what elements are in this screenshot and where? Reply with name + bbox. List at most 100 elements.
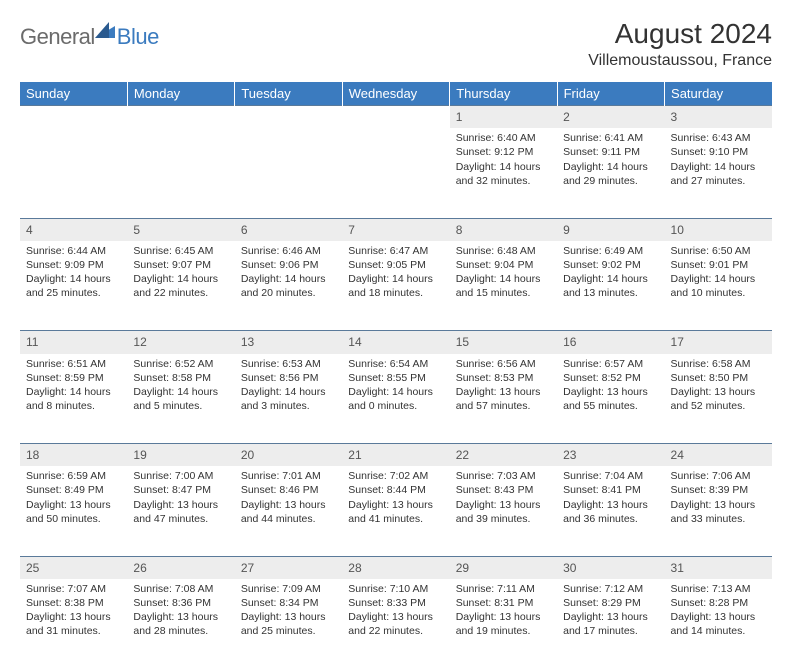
day-number: 19 — [127, 444, 234, 467]
sunset-line: Sunset: 8:52 PM — [563, 371, 658, 385]
daylight-line: Daylight: 13 hours and 33 minutes. — [671, 498, 766, 526]
day-number: 27 — [235, 556, 342, 579]
day-number: 4 — [20, 218, 127, 241]
day-number: 22 — [450, 444, 557, 467]
sunrise-line: Sunrise: 6:44 AM — [26, 244, 121, 258]
day-cell: Sunrise: 6:50 AMSunset: 9:01 PMDaylight:… — [665, 241, 772, 331]
sunset-line: Sunset: 9:06 PM — [241, 258, 336, 272]
sunrise-line: Sunrise: 6:43 AM — [671, 131, 766, 145]
day-cell: Sunrise: 7:03 AMSunset: 8:43 PMDaylight:… — [450, 466, 557, 556]
sunrise-line: Sunrise: 6:48 AM — [456, 244, 551, 258]
sunset-line: Sunset: 8:47 PM — [133, 483, 228, 497]
day-number: 11 — [20, 331, 127, 354]
sunrise-line: Sunrise: 7:13 AM — [671, 582, 766, 596]
day-cell: Sunrise: 6:43 AMSunset: 9:10 PMDaylight:… — [665, 128, 772, 218]
sunrise-line: Sunrise: 7:06 AM — [671, 469, 766, 483]
day-cell: Sunrise: 6:46 AMSunset: 9:06 PMDaylight:… — [235, 241, 342, 331]
sunset-line: Sunset: 9:10 PM — [671, 145, 766, 159]
day-cell: Sunrise: 6:47 AMSunset: 9:05 PMDaylight:… — [342, 241, 449, 331]
day-number-row: 25262728293031 — [20, 556, 772, 579]
day-content-row: Sunrise: 7:07 AMSunset: 8:38 PM Daylight:… — [20, 579, 772, 669]
location: Villemoustaussou, France — [588, 52, 772, 70]
daylight-line: Daylight: 14 hours and 5 minutes. — [133, 385, 228, 413]
sunset-line: Sunset: 9:11 PM — [563, 145, 658, 159]
daylight-line: Daylight: 14 hours and 29 minutes. — [563, 160, 658, 188]
sunrise-line: Sunrise: 7:02 AM — [348, 469, 443, 483]
day-number: 28 — [342, 556, 449, 579]
day-number: 12 — [127, 331, 234, 354]
day-number: 5 — [127, 218, 234, 241]
day-cell: Sunrise: 6:52 AMSunset: 8:58 PMDaylight:… — [127, 354, 234, 444]
day-number: 20 — [235, 444, 342, 467]
sunrise-line: Sunrise: 6:54 AM — [348, 357, 443, 371]
day-number: 24 — [665, 444, 772, 467]
day-number: 6 — [235, 218, 342, 241]
day-number: 26 — [127, 556, 234, 579]
sunset-line: Sunset: 8:44 PM — [348, 483, 443, 497]
weekday-header: Monday — [127, 82, 234, 106]
day-number — [20, 106, 127, 129]
day-number: 8 — [450, 218, 557, 241]
day-number: 2 — [557, 106, 664, 129]
day-number-row: 18192021222324 — [20, 444, 772, 467]
sunset-line: Sunset: 8:38 PM — [26, 596, 121, 610]
day-cell: Sunrise: 7:07 AMSunset: 8:38 PMDaylight:… — [20, 579, 127, 669]
day-number: 13 — [235, 331, 342, 354]
sunset-line: Sunset: 8:28 PM — [671, 596, 766, 610]
day-number: 10 — [665, 218, 772, 241]
daylight-line: Daylight: 14 hours and 0 minutes. — [348, 385, 443, 413]
logo-triangle-icon — [95, 22, 115, 38]
sunset-line: Sunset: 8:53 PM — [456, 371, 551, 385]
day-number: 30 — [557, 556, 664, 579]
day-cell: Sunrise: 6:41 AMSunset: 9:11 PMDaylight:… — [557, 128, 664, 218]
day-content-row: Sunrise: 6:51 AMSunset: 8:59 PMDaylight:… — [20, 354, 772, 444]
sunset-line: Sunset: 9:01 PM — [671, 258, 766, 272]
daylight-line: Daylight: 14 hours and 25 minutes. — [26, 272, 121, 300]
day-number-row: 45678910 — [20, 218, 772, 241]
day-cell: Sunrise: 6:54 AMSunset: 8:55 PMDaylight:… — [342, 354, 449, 444]
sunset-line: Sunset: 8:36 PM — [133, 596, 228, 610]
daylight-line: Daylight: 14 hours and 32 minutes. — [456, 160, 551, 188]
day-cell: Sunrise: 6:45 AMSunset: 9:07 PMDaylight:… — [127, 241, 234, 331]
day-cell: Sunrise: 7:06 AMSunset: 8:39 PMDaylight:… — [665, 466, 772, 556]
daylight-line: Daylight: 14 hours and 3 minutes. — [241, 385, 336, 413]
day-number: 23 — [557, 444, 664, 467]
day-cell: Sunrise: 7:11 AMSunset: 8:31 PMDaylight:… — [450, 579, 557, 669]
day-cell — [127, 128, 234, 218]
daylight-line: Daylight: 14 hours and 27 minutes. — [671, 160, 766, 188]
sunrise-line: Sunrise: 7:00 AM — [133, 469, 228, 483]
weekday-header-row: SundayMondayTuesdayWednesdayThursdayFrid… — [20, 82, 772, 106]
daylight-line: Daylight: 13 hours and 47 minutes. — [133, 498, 228, 526]
daylight-line: Daylight: 13 hours and 55 minutes. — [563, 385, 658, 413]
daylight-line: Daylight: 14 hours and 10 minutes. — [671, 272, 766, 300]
daylight-line: Daylight: 13 hours and 50 minutes. — [26, 498, 121, 526]
sunrise-line: Sunrise: 7:08 AM — [133, 582, 228, 596]
daylight-line: Daylight: 13 hours and 25 minutes. — [241, 610, 336, 638]
day-number: 14 — [342, 331, 449, 354]
day-content-row: Sunrise: 6:40 AMSunset: 9:12 PMDaylight:… — [20, 128, 772, 218]
month-title: August 2024 — [588, 18, 772, 50]
day-number: 25 — [20, 556, 127, 579]
sunrise-line: Sunrise: 6:50 AM — [671, 244, 766, 258]
day-cell: Sunrise: 6:40 AMSunset: 9:12 PMDaylight:… — [450, 128, 557, 218]
sunrise-line: Sunrise: 7:11 AM — [456, 582, 551, 596]
day-number-row: 123 — [20, 106, 772, 129]
daylight-line: Daylight: 13 hours and 44 minutes. — [241, 498, 336, 526]
sunset-line: Sunset: 9:09 PM — [26, 258, 121, 272]
sunset-line: Sunset: 8:34 PM — [241, 596, 336, 610]
sunrise-line: Sunrise: 6:52 AM — [133, 357, 228, 371]
day-cell: Sunrise: 6:56 AMSunset: 8:53 PMDaylight:… — [450, 354, 557, 444]
sunset-line: Sunset: 8:31 PM — [456, 596, 551, 610]
sunset-line: Sunset: 8:39 PM — [671, 483, 766, 497]
weekday-header: Friday — [557, 82, 664, 106]
day-cell: Sunrise: 6:51 AMSunset: 8:59 PMDaylight:… — [20, 354, 127, 444]
weekday-header: Saturday — [665, 82, 772, 106]
sunrise-line: Sunrise: 6:53 AM — [241, 357, 336, 371]
day-number: 29 — [450, 556, 557, 579]
day-number: 18 — [20, 444, 127, 467]
day-number: 1 — [450, 106, 557, 129]
daylight-line: Daylight: 14 hours and 8 minutes. — [26, 385, 121, 413]
title-block: August 2024 Villemoustaussou, France — [588, 18, 772, 70]
sunrise-line: Sunrise: 7:07 AM — [26, 582, 121, 596]
sunrise-line: Sunrise: 6:58 AM — [671, 357, 766, 371]
